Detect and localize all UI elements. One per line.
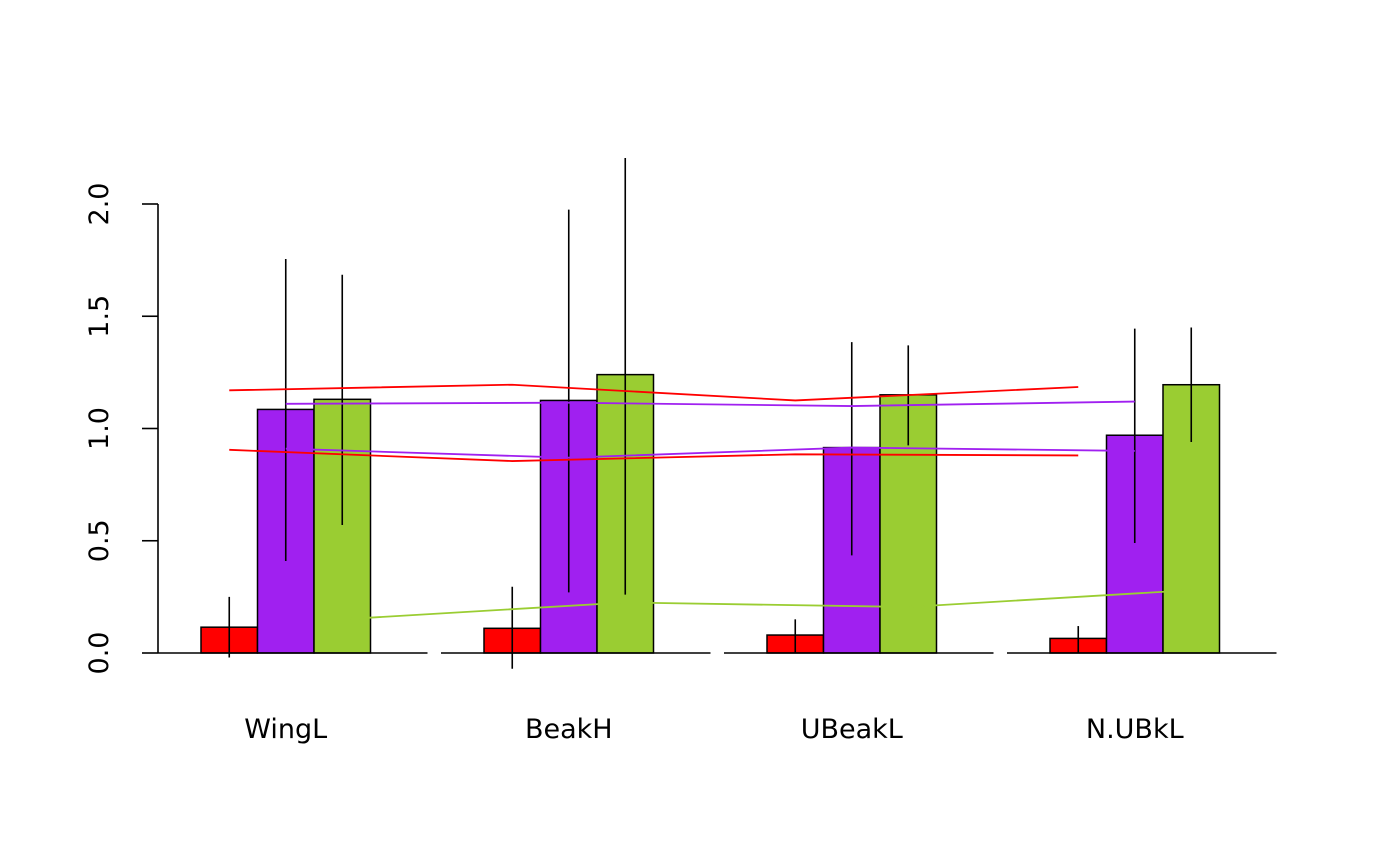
trend-line [342, 589, 1192, 621]
trend-lines-layer [229, 383, 1192, 621]
x-category-label: WingL [244, 714, 327, 745]
trend-line [285, 400, 1135, 407]
y-tick-label: 2.0 [84, 183, 115, 226]
trend-line [285, 446, 1135, 459]
y-tick-label: 0.5 [84, 519, 115, 562]
x-category-label: UBeakL [801, 714, 903, 745]
error-bars-layer [228, 157, 1193, 669]
x-category-label: N.UBkL [1086, 714, 1184, 745]
bars-layer [200, 373, 1221, 654]
x-category-label: BeakH [525, 714, 613, 745]
category-labels: WingL BeakH UBeakL N.UBkL [244, 714, 1183, 745]
trend-line [229, 383, 1079, 402]
y-tick-label: 1.0 [84, 407, 115, 450]
y-tick-label: 1.5 [84, 295, 115, 338]
y-tick-label: 0.0 [84, 632, 115, 675]
y-axis: 0.0 0.5 1.0 1.5 2.0 [84, 183, 159, 675]
trend-line [229, 448, 1079, 462]
